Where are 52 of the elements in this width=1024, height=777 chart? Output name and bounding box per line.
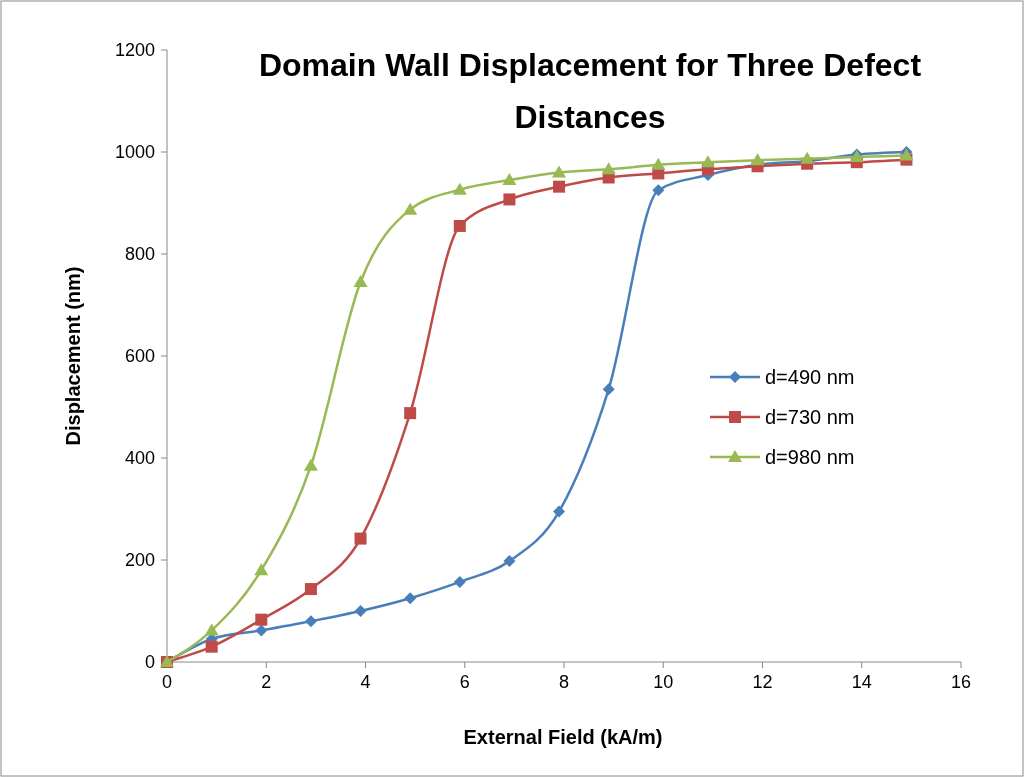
- point: [453, 219, 466, 232]
- y-tick-label: 0: [144, 652, 155, 673]
- point: [651, 157, 666, 170]
- x-tick-label: 12: [752, 672, 773, 692]
- point: [205, 640, 218, 653]
- point: [502, 173, 517, 186]
- point: [304, 583, 317, 596]
- y-axis-title: Displacement (nm): [62, 266, 84, 446]
- y-tick-label: 400: [124, 448, 155, 469]
- y-tick-label: 800: [124, 244, 155, 265]
- point: [652, 184, 665, 197]
- point: [553, 180, 566, 193]
- x-tick-label: 6: [459, 672, 470, 692]
- point: [304, 615, 317, 628]
- y-tick-label: 1200: [114, 40, 155, 61]
- point: [255, 624, 268, 637]
- legend-label: d=980 nm: [765, 446, 855, 468]
- x-tick-label: 0: [161, 672, 173, 692]
- point: [354, 532, 367, 545]
- x-tick-label: 8: [558, 672, 570, 692]
- x-tick-label: 2: [261, 672, 272, 692]
- point: [255, 613, 268, 626]
- point: [453, 575, 466, 588]
- point: [602, 383, 615, 396]
- x-tick-label: 14: [851, 672, 872, 692]
- point: [750, 153, 765, 166]
- text: Domain Wall Displacement for Three Defect Distances: [258, 47, 922, 135]
- point: [503, 555, 516, 568]
- point: [553, 505, 566, 518]
- point: [404, 407, 417, 420]
- point: [303, 458, 318, 471]
- point: [254, 563, 269, 576]
- point: [204, 623, 219, 636]
- point: [353, 275, 368, 288]
- point: [354, 605, 367, 617]
- y-tick-label: 200: [124, 550, 155, 571]
- legend-label: d=490 nm: [765, 366, 855, 388]
- point: [404, 592, 417, 605]
- point: [700, 155, 715, 168]
- x-tick-label: 4: [360, 672, 371, 692]
- y-tick-label: 600: [124, 346, 155, 367]
- point: [800, 151, 815, 164]
- point: [452, 182, 467, 195]
- x-axis-title: External Field (kA/m): [463, 726, 663, 748]
- point: [601, 162, 616, 175]
- point: [503, 193, 516, 206]
- y-tick-label: 1000: [114, 142, 155, 163]
- x-tick-label: 16: [950, 672, 972, 692]
- x-tick-label: 10: [653, 672, 674, 692]
- point: [552, 165, 567, 178]
- point: [403, 202, 418, 215]
- legend-label: d=730 nm: [765, 406, 855, 428]
